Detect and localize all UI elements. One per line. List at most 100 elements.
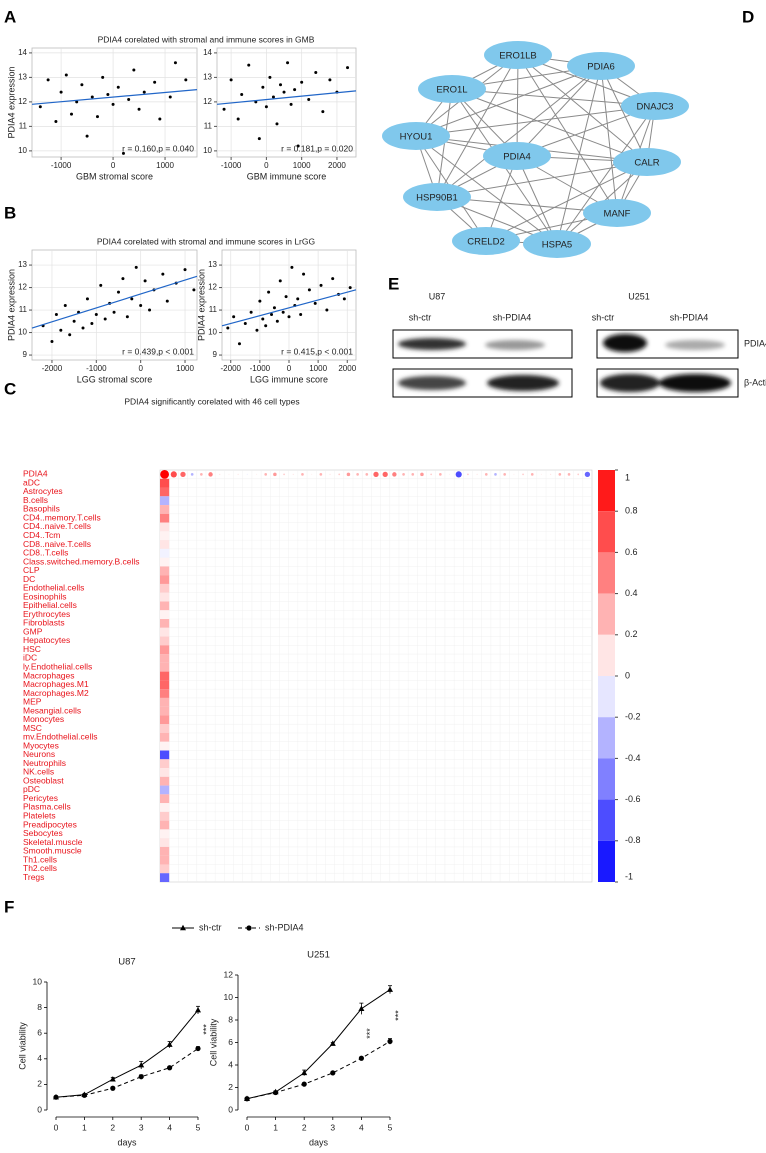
edge: [451, 88, 656, 107]
node: [484, 41, 552, 69]
point: [299, 313, 303, 317]
point: [130, 297, 134, 301]
corr-circle: [255, 473, 258, 475]
point: [264, 105, 268, 109]
corr-circle: [356, 473, 359, 476]
colorbar-step: [598, 758, 615, 800]
corr-square: [160, 732, 170, 742]
series-line: [246, 1040, 391, 1100]
row-label: GMP: [23, 626, 43, 636]
corr-square: [160, 645, 170, 655]
corr-circle: [567, 473, 571, 476]
corr-circle: [170, 471, 177, 478]
edge: [600, 65, 648, 163]
colorbar-label: 0.2: [625, 629, 638, 639]
y-tick-label: 12: [208, 283, 217, 292]
corr-square: [160, 487, 170, 497]
cell-line-label: U251: [628, 291, 650, 301]
cell-line-label: U87: [429, 291, 446, 301]
corr-square: [160, 715, 170, 725]
x-tick-label: 5: [196, 1122, 201, 1132]
corr-square: [160, 601, 170, 611]
x-tick-label: 3: [330, 1122, 335, 1132]
node: [382, 122, 450, 150]
corr-circle: [228, 473, 230, 475]
y-tick-label: 8: [228, 1014, 233, 1024]
corr-circle: [346, 472, 351, 477]
row-label: Macrophages.M1: [23, 679, 89, 689]
corr-square: [160, 855, 170, 865]
colorbar-label: 1: [625, 472, 630, 482]
axis-label: Cell viability: [208, 1018, 218, 1066]
protein-label: PDIA4: [744, 338, 766, 348]
node: [583, 199, 651, 227]
row-label: Plasma.cells: [23, 802, 71, 812]
row-label: Myocytes: [23, 740, 59, 750]
y-tick-label: 13: [18, 260, 27, 269]
colorbar-label: -1: [625, 871, 633, 881]
panel-label: F: [4, 897, 14, 916]
y-tick-label: 8: [37, 1002, 42, 1012]
edge: [516, 65, 602, 157]
point: [286, 61, 290, 65]
corr-square: [160, 557, 170, 567]
colorbar-label: 0.6: [625, 547, 638, 557]
point: [229, 78, 233, 82]
corr-circle: [273, 472, 277, 477]
node: [523, 230, 591, 258]
point: [255, 328, 259, 332]
corr-square: [160, 566, 170, 576]
point: [236, 117, 240, 121]
corr-square: [160, 873, 170, 882]
band: [600, 374, 660, 392]
band: [659, 374, 731, 392]
corr-square: [160, 505, 170, 514]
point: [80, 83, 84, 87]
colorbar-step: [598, 511, 615, 553]
corr-square: [160, 803, 170, 812]
point: [69, 112, 73, 116]
point: [50, 340, 54, 344]
point: [142, 90, 146, 94]
point: [313, 301, 317, 305]
point: [158, 117, 162, 121]
corr-square: [160, 750, 170, 760]
legend-marker: [180, 924, 186, 931]
point: [125, 315, 129, 319]
node-label: HYOU1: [400, 132, 433, 143]
corr-circle: [190, 473, 194, 476]
corr-circle: [577, 473, 580, 476]
row-label: Mesangial.cells: [23, 705, 81, 715]
row-label: CD4..Tcm: [23, 530, 60, 540]
point: [59, 90, 63, 94]
edge: [436, 161, 648, 198]
point: [282, 90, 286, 94]
row-label: DC: [23, 574, 35, 584]
point: [148, 308, 152, 312]
corr-square: [160, 724, 170, 733]
row-label: Th2.cells: [23, 863, 57, 873]
lane-label: sh-ctr: [592, 312, 615, 322]
row-label: Neutrophils: [23, 758, 66, 768]
row-label: Endothelial.cells: [23, 583, 84, 593]
x-tick-label: 4: [359, 1122, 364, 1132]
point: [272, 306, 276, 310]
point: [275, 319, 279, 323]
x-tick-label: -1000: [51, 161, 72, 170]
corr-square: [160, 522, 170, 532]
edge: [485, 161, 648, 242]
point: [346, 66, 350, 70]
y-tick-label: 9: [213, 350, 218, 359]
row-label: B.cells: [23, 495, 48, 505]
point: [226, 326, 230, 330]
corr-square: [160, 820, 170, 830]
point: [261, 317, 265, 321]
x-tick-label: 1000: [293, 161, 311, 170]
fit-line: [216, 90, 357, 105]
point: [68, 333, 72, 337]
point: [342, 297, 346, 301]
edge: [485, 155, 518, 242]
corr-circle: [301, 473, 304, 476]
marker: [387, 986, 393, 992]
corr-circle: [338, 473, 341, 476]
